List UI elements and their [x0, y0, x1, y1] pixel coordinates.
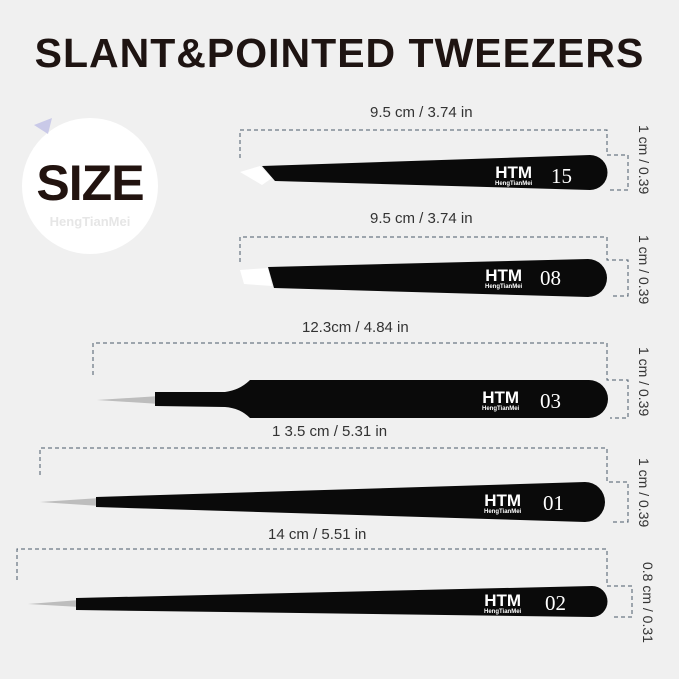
- length-label: 9.5 cm / 3.74 in: [370, 104, 473, 121]
- model-number: 03: [540, 389, 561, 413]
- tweezer-03: [97, 380, 608, 418]
- length-label: 9.5 cm / 3.74 in: [370, 210, 473, 227]
- width-label: 0.8 cm / 0.31: [640, 562, 656, 643]
- model-number: 08: [540, 266, 561, 290]
- model-number: 01: [543, 491, 564, 515]
- tweezer-01: [40, 482, 605, 522]
- width-label: 1 cm / 0.39: [636, 458, 652, 528]
- tweezer-08: [240, 259, 607, 297]
- length-label: 1 3.5 cm / 5.31 in: [272, 423, 388, 440]
- size-badge: SIZE HengTianMei: [22, 118, 158, 254]
- width-label: 1 cm / 0.39: [636, 235, 652, 305]
- size-text: SIZE: [36, 155, 144, 211]
- width-label: 1 cm / 0.39: [636, 347, 652, 417]
- htm-logo: HTM HengTianMei: [484, 591, 522, 615]
- dimension-lines: [16, 129, 633, 618]
- width-label: 1 cm / 0.39: [636, 125, 652, 195]
- htm-logo: HTM HengTianMei: [485, 266, 523, 290]
- length-label: 14 cm / 5.51 in: [268, 526, 367, 543]
- tweezer-02: [28, 586, 608, 617]
- length-label: 12.3cm / 4.84 in: [302, 319, 409, 336]
- model-number: 02: [545, 591, 566, 615]
- htm-logo: HTM HengTianMei: [482, 388, 520, 412]
- htm-logo: HTM HengTianMei: [495, 163, 533, 187]
- brand-watermark: HengTianMei: [49, 214, 131, 229]
- pin-icon: [34, 118, 52, 134]
- htm-logo: HTM HengTianMei: [484, 491, 522, 515]
- page-title: SLANT&POINTED TWEEZERS: [34, 30, 645, 76]
- model-number: 15: [551, 164, 572, 188]
- tweezer-15: [240, 155, 608, 190]
